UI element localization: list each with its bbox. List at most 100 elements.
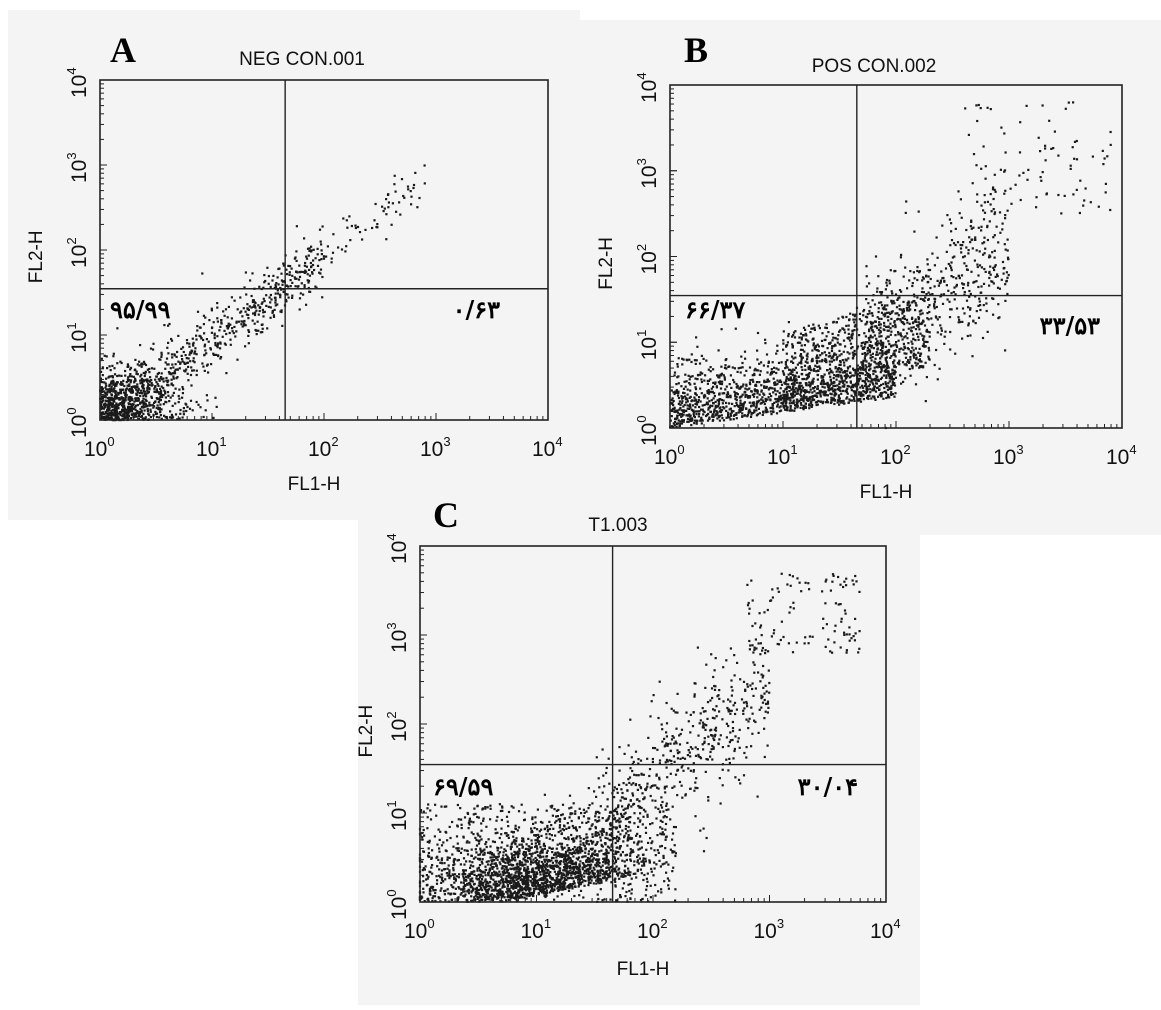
data-point — [394, 190, 397, 193]
data-point — [886, 325, 890, 329]
data-point — [617, 830, 620, 833]
data-point — [1097, 205, 1100, 208]
data-point — [444, 899, 447, 902]
data-point — [170, 339, 174, 342]
data-point — [756, 396, 759, 399]
data-point — [130, 406, 134, 409]
data-point — [192, 359, 195, 363]
data-point — [806, 361, 809, 364]
data-point — [698, 410, 701, 413]
data-point — [124, 391, 127, 394]
data-point — [906, 337, 909, 340]
data-point — [799, 353, 803, 356]
data-point — [893, 382, 896, 385]
data-point — [769, 386, 772, 389]
data-point — [912, 349, 915, 352]
data-point — [1078, 211, 1081, 215]
data-point — [913, 352, 916, 355]
data-point — [894, 376, 897, 379]
data-point — [859, 398, 862, 401]
data-point — [158, 397, 161, 400]
data-point — [851, 346, 854, 349]
data-point — [926, 312, 929, 315]
data-point — [185, 368, 188, 371]
data-point — [681, 756, 684, 759]
data-point — [142, 404, 145, 407]
data-point — [748, 639, 751, 643]
data-point — [234, 335, 237, 338]
data-point — [274, 304, 277, 307]
data-point — [164, 392, 167, 395]
data-point — [817, 345, 820, 348]
data-point — [769, 410, 772, 413]
data-point — [793, 409, 796, 412]
data-point — [824, 382, 827, 385]
data-point — [871, 355, 874, 359]
data-point — [881, 353, 884, 356]
data-point — [124, 408, 127, 411]
data-point — [320, 253, 323, 256]
data-point — [975, 104, 978, 107]
data-point — [129, 373, 132, 376]
data-point — [186, 405, 189, 409]
data-point — [747, 412, 750, 415]
data-point — [434, 899, 437, 903]
data-point — [255, 329, 258, 332]
data-point — [889, 373, 892, 376]
panel-b-y-tick-label: 103 — [634, 158, 661, 189]
data-point — [803, 344, 806, 347]
data-point — [534, 821, 537, 824]
data-point — [868, 383, 871, 386]
data-point — [744, 387, 747, 390]
data-point — [739, 410, 742, 413]
data-point — [589, 855, 593, 858]
data-point — [926, 263, 929, 266]
data-point — [950, 275, 953, 278]
data-point — [695, 359, 698, 362]
data-point — [100, 415, 103, 418]
data-point — [673, 424, 676, 427]
data-point — [579, 837, 582, 840]
data-point — [880, 341, 883, 344]
data-point — [816, 400, 819, 404]
data-point — [485, 860, 488, 863]
data-point — [495, 857, 498, 860]
data-point — [670, 409, 673, 412]
data-point — [1018, 151, 1022, 154]
data-point — [761, 646, 764, 650]
data-point — [911, 316, 914, 319]
data-point — [909, 308, 912, 311]
data-point — [881, 345, 885, 348]
data-point — [805, 399, 808, 402]
data-point — [783, 373, 786, 376]
data-point — [166, 384, 169, 387]
data-point — [698, 412, 701, 415]
data-point — [1025, 104, 1028, 107]
data-point — [734, 395, 737, 398]
data-point — [804, 338, 808, 341]
data-point — [676, 394, 680, 397]
data-point — [953, 298, 956, 301]
data-point — [838, 363, 841, 366]
data-point — [121, 409, 124, 412]
data-point — [813, 398, 816, 401]
data-point — [839, 371, 842, 374]
data-point — [548, 872, 551, 875]
data-point — [186, 372, 189, 375]
data-point — [118, 412, 121, 415]
data-point — [512, 806, 515, 809]
data-point — [688, 407, 691, 410]
data-point — [970, 238, 973, 241]
data-point — [744, 395, 747, 398]
data-point — [597, 897, 600, 901]
data-point — [281, 283, 284, 286]
data-point — [502, 892, 505, 896]
data-point — [983, 267, 986, 271]
data-point — [712, 675, 715, 679]
data-point — [480, 860, 483, 863]
data-point — [649, 884, 652, 887]
data-point — [765, 380, 768, 383]
data-point — [699, 387, 702, 390]
data-point — [735, 401, 738, 404]
data-point — [163, 324, 166, 327]
